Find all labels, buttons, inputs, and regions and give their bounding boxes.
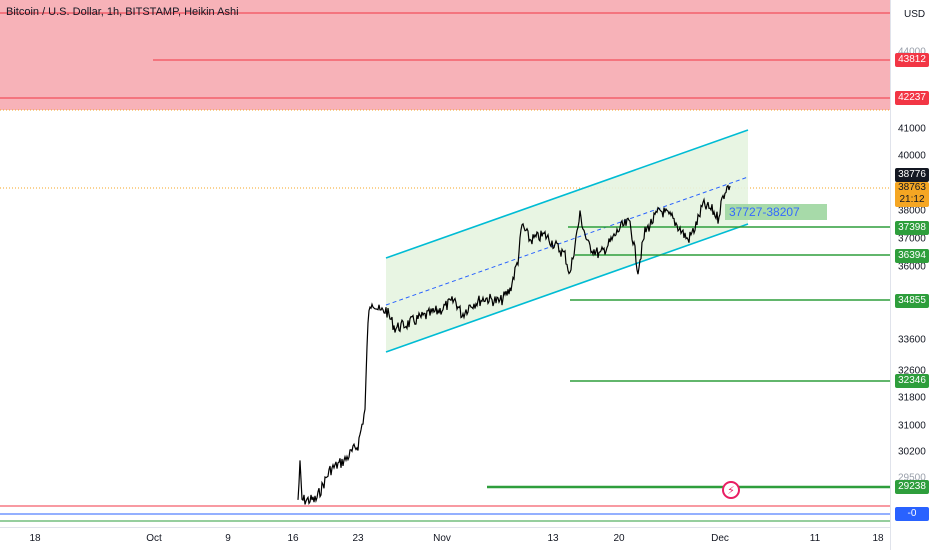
- time-tick: 23: [352, 533, 364, 544]
- channel-midline: [385, 176, 749, 306]
- channel-upper-line[interactable]: [385, 129, 749, 259]
- currency-label[interactable]: USD: [904, 9, 926, 20]
- price-tick: 36000: [898, 261, 926, 273]
- bar-close-value: 38763: [898, 182, 926, 193]
- symbol-title[interactable]: Bitcoin / U.S. Dollar, 1h, BITSTAMP, Hei…: [6, 6, 239, 18]
- time-tick: 9: [225, 533, 231, 544]
- price-tick: 31800: [898, 392, 926, 404]
- time-tick: 13: [547, 533, 559, 544]
- price-tag-support-5: 29238: [895, 480, 929, 494]
- price-tick: 31000: [898, 420, 926, 432]
- price-tag-resistance-1: 43812: [895, 53, 929, 67]
- price-tag-last-price: 38776: [895, 168, 929, 182]
- price-tag-support-1: 37398: [895, 221, 929, 235]
- countdown-value: 21:12: [899, 194, 925, 205]
- time-tick: 16: [287, 533, 299, 544]
- price-tag-resistance-2: 42237: [895, 91, 929, 105]
- lightning-icon[interactable]: ⚡: [722, 481, 740, 499]
- heikin-ashi-candles: [297, 184, 731, 505]
- price-tick: 29500: [898, 472, 926, 484]
- time-tick: 18: [872, 533, 884, 544]
- zone-label[interactable]: 37727-38207: [725, 204, 827, 220]
- price-axis[interactable]: USD 44000 41000 40000 38000 37000 36000 …: [890, 0, 932, 550]
- price-chart[interactable]: [0, 0, 890, 527]
- price-tick: 37000: [898, 233, 926, 245]
- price-tick: 32600: [898, 365, 926, 377]
- price-tick: 44000: [898, 46, 926, 58]
- price-tag-support-4: 32346: [895, 374, 929, 388]
- price-tick: 33600: [898, 334, 926, 346]
- time-tick: 20: [613, 533, 625, 544]
- channel-lower-line[interactable]: [385, 223, 749, 353]
- time-axis[interactable]: 18 Oct 9 16 23 Nov 13 20 Dec 11 18: [0, 527, 890, 550]
- time-tick: Dec: [711, 533, 729, 544]
- time-tick: 18: [29, 533, 41, 544]
- price-tick: 40000: [898, 150, 926, 162]
- price-tag-bar-close: 38763 21:12: [895, 182, 929, 207]
- time-tick: Nov: [433, 533, 451, 544]
- price-tag-support-2: 36394: [895, 249, 929, 263]
- time-tick: 11: [809, 533, 821, 544]
- resistance-zone: [0, 0, 890, 110]
- chart-area[interactable]: Bitcoin / U.S. Dollar, 1h, BITSTAMP, Hei…: [0, 0, 890, 527]
- price-tick: 38000: [898, 205, 926, 217]
- price-tag-blue: -0: [895, 507, 929, 521]
- time-tick: Oct: [146, 533, 162, 544]
- price-tick: 41000: [898, 123, 926, 135]
- price-tag-support-3: 34855: [895, 294, 929, 308]
- price-tick: 30200: [898, 446, 926, 458]
